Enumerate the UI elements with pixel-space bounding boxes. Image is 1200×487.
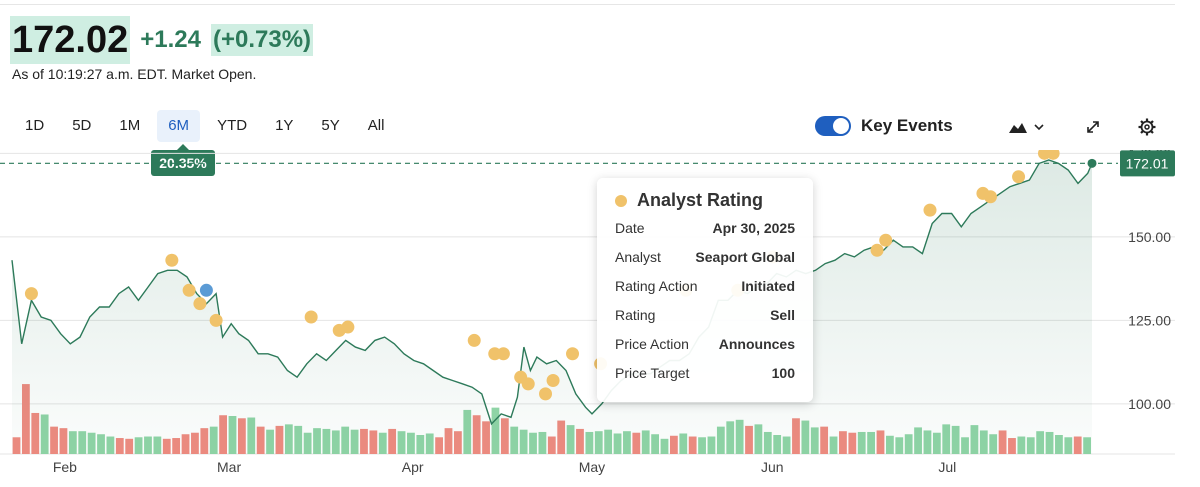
expand-button[interactable]	[1082, 116, 1104, 138]
range-6m-button[interactable]: 6M	[157, 110, 201, 142]
tooltip-row-label: Rating Action	[615, 278, 698, 294]
analyst-rating-marker[interactable]	[496, 347, 510, 361]
range-all-button[interactable]: All	[367, 117, 385, 134]
tooltip-row-value: Initiated	[741, 278, 795, 294]
range-5d-button[interactable]: 5D	[72, 117, 92, 134]
price-area	[12, 160, 1092, 454]
analyst-rating-marker[interactable]	[566, 347, 580, 361]
chart-type-button[interactable]	[1008, 116, 1046, 138]
quote-header: 172.02 +1.24 (+0.73%)	[10, 16, 314, 64]
analyst-dot-icon	[615, 194, 627, 207]
analyst-rating-marker[interactable]	[539, 387, 553, 401]
market-status: As of 10:19:27 a.m. EDT. Market Open.	[12, 66, 257, 82]
mountain-chart-icon	[1009, 123, 1027, 133]
x-tick-label: Mar	[217, 459, 241, 475]
range-1d-button[interactable]: 1D	[25, 117, 45, 134]
x-tick-label: Apr	[402, 459, 424, 475]
tooltip-row: Price Action Announces	[615, 336, 795, 352]
event-marker[interactable]	[199, 283, 213, 297]
range-selector: 1D 5D 1M 6M YTD 1Y 5Y All	[14, 110, 401, 142]
key-events-toggle[interactable]: Key Events	[815, 116, 953, 136]
x-tick-label: Jun	[761, 459, 784, 475]
tooltip-row-value: Sell	[770, 307, 795, 323]
tooltip-row-label: Price Target	[615, 365, 690, 381]
y-tick-label: 100.00	[1128, 396, 1171, 412]
range-1m-button[interactable]: 1M	[119, 117, 141, 134]
last-price: 172.02	[10, 16, 131, 64]
x-tick-label: Jul	[938, 459, 956, 475]
settings-button[interactable]	[1136, 116, 1158, 138]
gear-icon	[1138, 118, 1156, 136]
key-events-label: Key Events	[861, 116, 953, 135]
range-ytd-button[interactable]: YTD	[217, 117, 248, 134]
y-tick-label: 125.00	[1128, 312, 1171, 328]
last-price-label: 172.01	[1120, 150, 1175, 177]
y-tick-label: 150.00	[1128, 229, 1171, 245]
price-change-percent: (+0.73%)	[210, 24, 314, 56]
analyst-rating-marker[interactable]	[870, 243, 884, 257]
tooltip-row-label: Date	[615, 220, 645, 236]
x-tick-label: Feb	[53, 459, 77, 475]
analyst-rating-marker[interactable]	[165, 253, 179, 267]
analyst-rating-marker[interactable]	[193, 297, 207, 311]
tooltip-row: Analyst Seaport Global	[615, 249, 795, 265]
expand-icon	[1087, 121, 1099, 133]
event-tooltip: Analyst Rating Date Apr 30, 2025 Analyst Se…	[597, 178, 813, 402]
analyst-rating-marker[interactable]	[983, 190, 997, 204]
analyst-rating-marker[interactable]	[209, 313, 223, 327]
tooltip-row-label: Rating	[615, 307, 656, 323]
analyst-rating-marker[interactable]	[923, 203, 937, 217]
last-price-text: 172.01	[1126, 155, 1169, 171]
tooltip-row-label: Price Action	[615, 336, 689, 352]
tooltip-row-value: Apr 30, 2025	[712, 220, 796, 236]
tooltip-row: Rating Action Initiated	[615, 278, 795, 294]
tooltip-row: Date Apr 30, 2025	[615, 220, 795, 236]
toggle-knob	[833, 118, 849, 134]
tooltip-title-text: Analyst Rating	[637, 190, 764, 210]
performance-badge: 20.35%	[151, 144, 215, 176]
price-line	[11, 159, 1093, 426]
analyst-rating-marker[interactable]	[341, 320, 355, 334]
analyst-rating-marker[interactable]	[467, 333, 481, 347]
tooltip-title: Analyst Rating	[615, 190, 763, 211]
tooltip-row: Rating Sell	[615, 307, 795, 323]
analyst-rating-marker[interactable]	[546, 374, 560, 388]
analyst-rating-marker[interactable]	[879, 233, 893, 247]
analyst-rating-marker[interactable]	[521, 377, 535, 391]
analyst-rating-marker[interactable]	[1046, 150, 1060, 160]
tooltip-row: Price Target 100	[615, 365, 795, 381]
analyst-rating-marker[interactable]	[24, 287, 38, 301]
x-tick-label: May	[579, 459, 605, 475]
analyst-rating-marker[interactable]	[1012, 170, 1026, 184]
tooltip-row-value: Announces	[718, 336, 795, 352]
toggle-switch[interactable]	[815, 116, 851, 136]
tooltip-row-label: Analyst	[615, 249, 661, 265]
chevron-down-icon	[1034, 124, 1044, 131]
range-1y-button[interactable]: 1Y	[275, 117, 294, 134]
tooltip-row-value: Seaport Global	[695, 249, 795, 265]
analyst-rating-marker[interactable]	[182, 283, 196, 297]
price-change: +1.24	[140, 26, 201, 53]
last-price-dot	[1087, 158, 1097, 168]
analyst-rating-marker[interactable]	[304, 310, 318, 324]
range-5y-button[interactable]: 5Y	[321, 117, 340, 134]
top-divider	[0, 4, 1175, 5]
tooltip-row-value: 100	[771, 365, 795, 381]
x-axis: Feb Mar Apr May Jun Jul	[53, 459, 956, 475]
last-price-box	[1120, 150, 1175, 177]
